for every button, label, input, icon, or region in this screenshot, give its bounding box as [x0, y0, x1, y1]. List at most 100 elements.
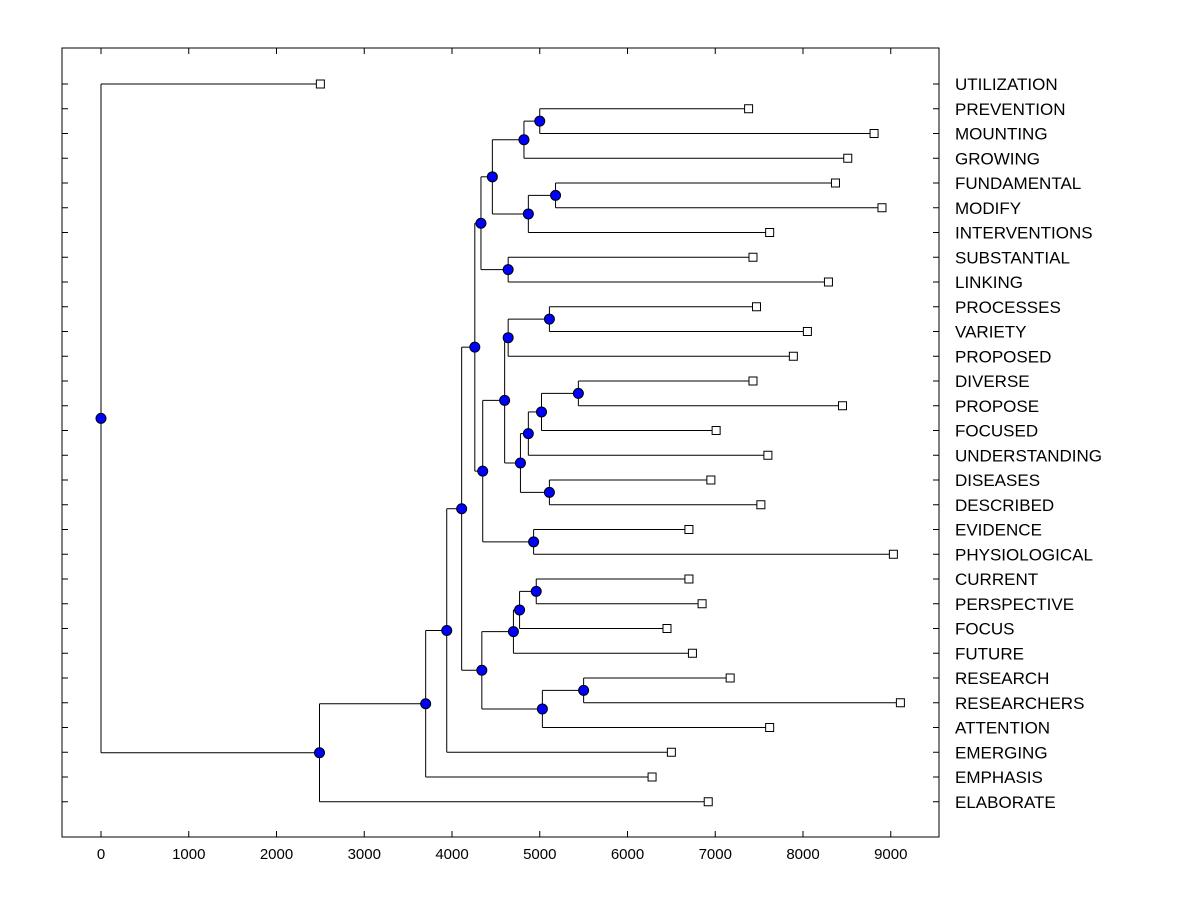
leaf-marker — [744, 104, 754, 114]
x-tick-label: 2000 — [260, 846, 293, 863]
leaf-marker — [765, 723, 775, 732]
leaf-label: ELABORATE — [955, 793, 1056, 812]
leaf-marker — [711, 426, 721, 435]
merge-node — [456, 503, 468, 515]
leaf-label: GROWING — [955, 149, 1040, 168]
leaf-marker — [756, 500, 766, 510]
leaf-label: FOCUSED — [955, 422, 1038, 441]
leaf-label: FOCUS — [955, 620, 1015, 639]
leaf-label: RESEARCH — [955, 669, 1049, 688]
leaf-marker — [315, 79, 325, 89]
x-tick-label: 1000 — [172, 846, 205, 863]
merge-node — [420, 698, 432, 710]
merge-node — [502, 332, 514, 344]
leaf-marker — [725, 673, 735, 683]
leaf-marker — [843, 153, 853, 163]
leaf-label: INTERVENTIONS — [955, 224, 1093, 243]
leaf-marker — [877, 203, 887, 213]
plot-frame — [61, 47, 940, 838]
merge-node — [543, 313, 555, 325]
leaf-label: EMPHASIS — [955, 768, 1043, 787]
merge-node — [313, 747, 325, 759]
merge-node — [95, 412, 107, 424]
leaf-label: DISEASES — [955, 471, 1040, 490]
leaf-marker — [666, 747, 676, 757]
leaf-marker — [765, 228, 775, 237]
leaf-label: SUBSTANTIAL — [955, 248, 1070, 267]
leaf-label: PROPOSED — [955, 347, 1051, 366]
leaf-labels: UTILIZATION PREVENTION MOUNTING GROWING FUND… — [955, 75, 1102, 812]
leaf-marker — [888, 549, 898, 559]
leaf-marker — [703, 797, 713, 807]
merge-node — [528, 536, 540, 548]
leaf-label: PROPOSE — [955, 397, 1039, 416]
leaf-marker — [647, 772, 657, 782]
merge-node — [518, 134, 530, 146]
leaf-label: FUNDAMENTAL — [955, 174, 1081, 193]
leaf-marker — [763, 450, 773, 460]
x-tick-label: 8000 — [786, 846, 819, 863]
leaf-marker — [697, 599, 707, 609]
leaf-label: PHYSIOLOGICAL — [955, 545, 1093, 564]
merge-node — [441, 624, 453, 636]
merge-node — [499, 394, 511, 406]
merge-node — [530, 585, 542, 597]
merge-node — [469, 341, 481, 353]
leaf-label: RESEARCHERS — [955, 694, 1084, 713]
leaf-label: UNDERSTANDING — [955, 446, 1102, 465]
leaf-marker — [823, 277, 833, 287]
leaf-marker — [802, 327, 812, 336]
x-tick-label: 5000 — [523, 846, 556, 863]
x-tick-label: 6000 — [611, 846, 644, 863]
merge-node — [507, 626, 519, 638]
leaf-label: ATTENTION — [955, 719, 1050, 738]
axis-ticks: 0 1000 2000 3000 4000 5000 6000 7000 8000 9000 — [62, 48, 939, 863]
merge-node — [522, 428, 534, 440]
leaf-marker — [837, 401, 847, 411]
merge-node — [477, 465, 489, 477]
leaf-label: VARIETY — [955, 323, 1026, 342]
leaf-label: EMERGING — [955, 743, 1048, 762]
leaf-marker — [748, 376, 758, 386]
leaf-marker — [830, 178, 840, 188]
leaf-marker — [662, 624, 672, 633]
merge-node — [572, 387, 584, 399]
leaf-marker — [684, 525, 694, 534]
merge-node — [475, 217, 487, 229]
leaf-label: MODIFY — [955, 199, 1021, 218]
leaf-marker — [748, 252, 758, 262]
leaf-label: FUTURE — [955, 644, 1024, 663]
leaf-label: UTILIZATION — [955, 75, 1058, 94]
leaf-label: PROCESSES — [955, 298, 1061, 317]
leaf-label: PREVENTION — [955, 100, 1066, 119]
x-tick-label: 0 — [97, 846, 105, 863]
merge-node — [536, 703, 548, 715]
merge-node — [522, 208, 534, 220]
leaf-marker — [687, 648, 697, 658]
leaf-marker — [788, 351, 798, 361]
merge-node — [534, 115, 546, 127]
merge-node — [543, 486, 555, 498]
merge-node — [514, 457, 526, 469]
leaf-marker — [869, 129, 879, 138]
leaf-label: LINKING — [955, 273, 1023, 292]
leaf-markers — [315, 79, 905, 807]
merge-node — [550, 189, 562, 201]
leaf-marker — [751, 302, 761, 312]
merge-node — [476, 664, 488, 676]
leaf-label: PERSPECTIVE — [955, 595, 1074, 614]
leaf-label: DIVERSE — [955, 372, 1030, 391]
leaf-marker — [684, 574, 694, 584]
merge-node — [502, 264, 514, 276]
leaf-label: EVIDENCE — [955, 521, 1042, 540]
merge-node — [486, 171, 498, 183]
leaf-label: DESCRIBED — [955, 496, 1054, 515]
merge-node — [514, 604, 526, 616]
leaf-label: MOUNTING — [955, 125, 1048, 144]
merge-node — [578, 684, 590, 696]
leaf-marker — [895, 698, 905, 708]
x-tick-label: 3000 — [348, 846, 381, 863]
merge-nodes — [95, 115, 590, 759]
leaf-label: CURRENT — [955, 570, 1038, 589]
